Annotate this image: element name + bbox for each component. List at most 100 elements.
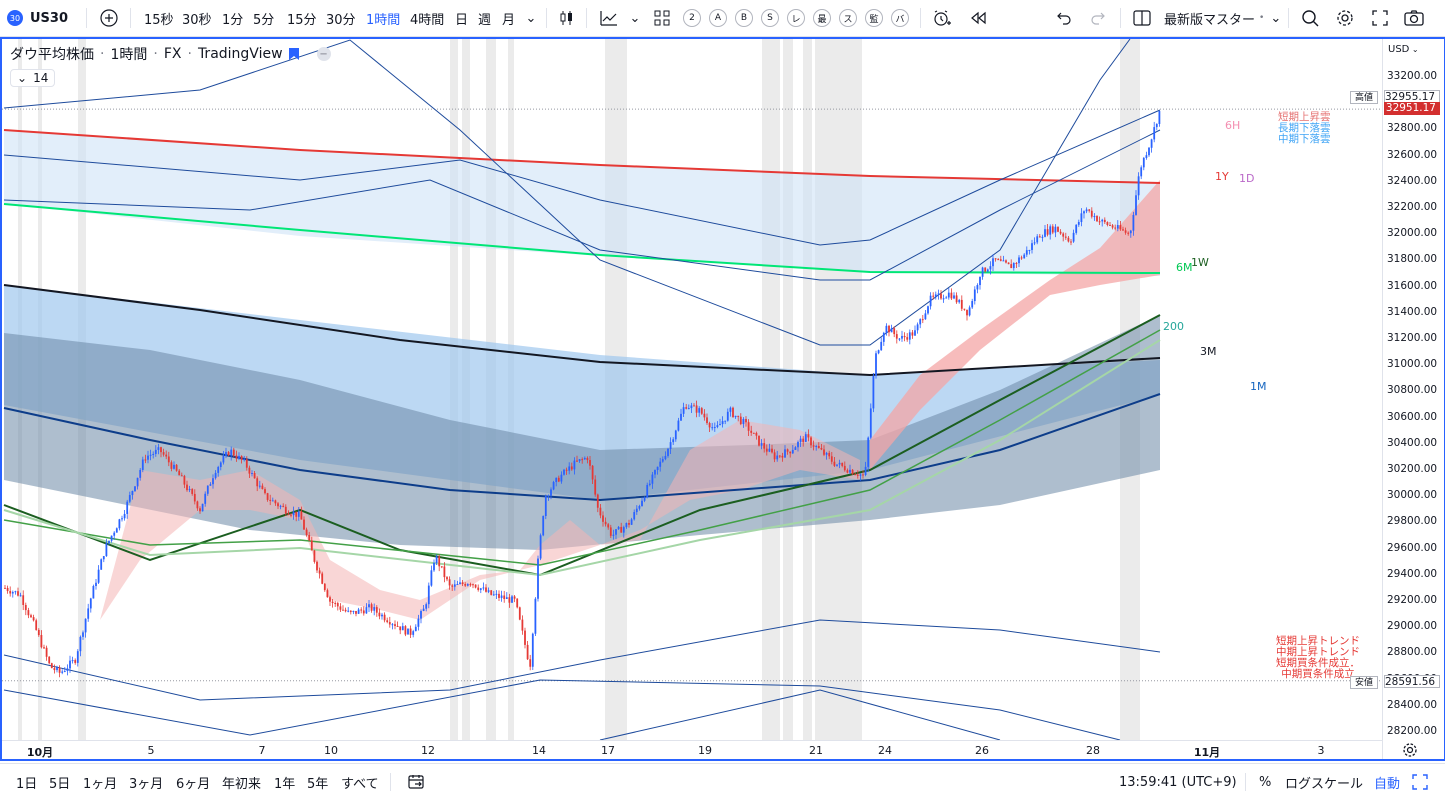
percent-scale-button[interactable]: % [1259,774,1272,790]
redo-button[interactable] [1088,0,1108,36]
candle-body [147,455,149,460]
chart-pane[interactable] [0,37,1445,761]
template-badge-su[interactable]: ス [839,0,857,36]
template-badge-ba[interactable]: バ [891,0,909,36]
interval-30m[interactable]: 30分 [326,12,356,28]
layout-name-button[interactable]: 最新版マスター • ⌄ [1164,0,1281,36]
candle-body [999,259,1002,261]
panel-toggle-button[interactable] [1131,0,1153,36]
maximize-button[interactable] [1412,764,1428,800]
candle-body [1114,227,1117,229]
clock-timezone-button[interactable]: 13:59:41 (UTC+9) [1119,774,1237,790]
candle-body [516,598,519,608]
price-axis[interactable] [1382,39,1444,759]
candle-body [97,569,100,583]
goto-date-button[interactable] [408,764,426,800]
interval-1h[interactable]: 1時間 [366,12,401,28]
interval-4h[interactable]: 4時間 [410,12,445,28]
legend-title[interactable]: ダウ平均株価 [10,47,94,63]
candle-body [1111,225,1114,228]
time-label: 17 [601,744,615,757]
candle-body [157,447,160,450]
interval-week[interactable]: 週 [478,12,492,28]
search-button[interactable] [1300,0,1320,36]
template-badge-2[interactable]: 2 [683,0,701,36]
range-3mo[interactable]: 3ヶ月 [129,776,164,792]
interval-day[interactable]: 日 [455,12,469,28]
compare-add-button[interactable] [98,0,120,36]
unsaved-dot: • [1259,13,1265,23]
candle-body [266,493,269,500]
badge-label: バ [891,9,909,27]
candle-body [1044,229,1046,237]
candle-body [921,319,924,321]
interval-15m[interactable]: 15分 [287,12,317,28]
candle-body [924,313,927,320]
minus-circle-icon[interactable]: − [316,47,331,61]
currency-selector[interactable]: USD ⌄ [1388,44,1419,55]
candle-body [781,455,784,458]
legend-separator: · [153,46,158,62]
candle-body [1158,111,1161,124]
candle-body [524,630,526,645]
indicators-collapse-toggle[interactable]: ⌄ 14 [10,69,56,87]
interval-30s[interactable]: 30秒 [182,12,212,28]
range-1d[interactable]: 1日 [16,776,38,792]
template-badge-s[interactable]: S [761,0,779,36]
candle-body [794,447,797,450]
interval-1m[interactable]: 1分 [222,12,244,28]
settings-button[interactable] [1334,0,1356,36]
candle-body [830,456,833,462]
template-badge-re[interactable]: レ [787,0,805,36]
range-6mo[interactable]: 6ヶ月 [176,776,211,792]
candle-body [305,529,308,535]
template-badge-kan[interactable]: 監 [865,0,883,36]
candle-body [1054,226,1057,233]
range-1y[interactable]: 1年 [274,776,296,792]
candle-body [404,626,407,635]
template-badge-sai[interactable]: 最 [813,0,831,36]
range-all[interactable]: すべて [341,776,379,792]
layout-grid-button[interactable] [652,0,672,36]
chart-settings-gear-icon[interactable] [1402,742,1420,758]
candle-body [35,620,38,630]
range-5d[interactable]: 5日 [49,776,71,792]
interval-dropdown-chevron-icon[interactable]: ⌄ [525,10,537,26]
alert-button[interactable] [931,0,953,36]
range-1mo[interactable]: 1ヶ月 [83,776,118,792]
indicators-button[interactable] [598,0,620,36]
replay-button[interactable] [967,0,989,36]
price-chart[interactable] [2,39,1382,741]
candle-body [433,562,435,571]
interval-month[interactable]: 月 [502,12,516,28]
indicators-chevron-icon[interactable]: ⌄ [629,10,641,26]
legend-separator: · [187,46,192,62]
flag-icon[interactable] [288,48,299,60]
candle-body [979,276,981,286]
interval-15s[interactable]: 15秒 [144,12,174,28]
candle-body [438,556,441,567]
candle-body [466,584,469,586]
candle-style-button[interactable] [556,0,578,36]
candle-body [1015,262,1018,264]
candle-body [984,267,987,272]
snapshot-button[interactable] [1403,0,1425,36]
auto-scale-button[interactable]: 自動 [1374,776,1401,792]
undo-button[interactable] [1054,0,1074,36]
template-badge-b[interactable]: B [735,0,753,36]
price-tick-label: 32000.00 [1387,227,1438,240]
indicator-count: 14 [33,71,49,85]
candle-body [771,448,773,453]
symbol-search-button[interactable]: US30 [30,10,69,26]
candle-body [37,629,40,636]
range-ytd[interactable]: 年初来 [222,776,262,792]
top-toolbar: 30 US30 15秒 30秒 1分 5分 15分 30分 1時間 4時間 日 … [0,0,1445,37]
symbol-logo-icon[interactable]: 30 [6,0,24,36]
log-scale-button[interactable]: ログスケール [1285,776,1364,792]
candle-body [895,334,898,339]
interval-5m[interactable]: 5分 [253,12,275,28]
range-5y[interactable]: 5年 [307,776,329,792]
fullscreen-button[interactable] [1370,0,1390,36]
template-badge-a[interactable]: A [709,0,727,36]
candle-body [594,479,597,495]
